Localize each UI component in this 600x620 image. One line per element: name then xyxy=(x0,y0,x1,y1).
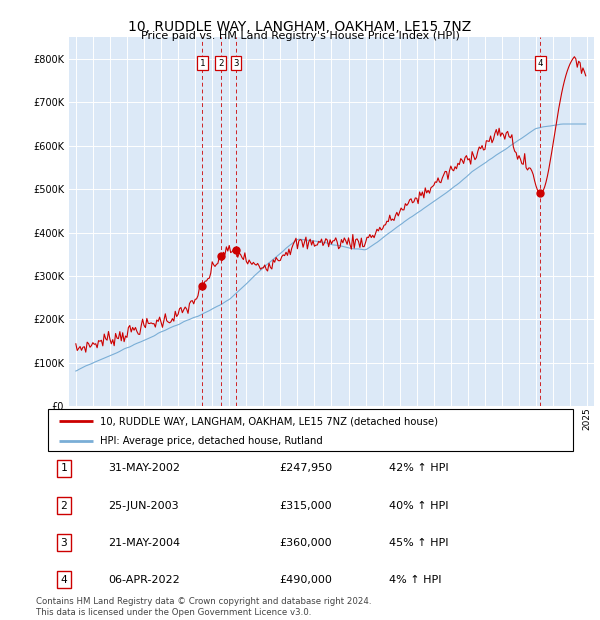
Text: 45% ↑ HPI: 45% ↑ HPI xyxy=(389,538,449,547)
Text: Contains HM Land Registry data © Crown copyright and database right 2024.
This d: Contains HM Land Registry data © Crown c… xyxy=(36,598,371,617)
Text: 3: 3 xyxy=(233,59,239,68)
Text: £490,000: £490,000 xyxy=(279,575,332,585)
Text: HPI: Average price, detached house, Rutland: HPI: Average price, detached house, Rutl… xyxy=(101,436,323,446)
Text: 2: 2 xyxy=(61,500,67,510)
Text: 21-MAY-2004: 21-MAY-2004 xyxy=(109,538,181,547)
FancyBboxPatch shape xyxy=(48,409,573,451)
Text: Price paid vs. HM Land Registry's House Price Index (HPI): Price paid vs. HM Land Registry's House … xyxy=(140,31,460,41)
Text: 31-MAY-2002: 31-MAY-2002 xyxy=(109,463,181,473)
Text: 3: 3 xyxy=(61,538,67,547)
Text: 10, RUDDLE WAY, LANGHAM, OAKHAM, LE15 7NZ (detached house): 10, RUDDLE WAY, LANGHAM, OAKHAM, LE15 7N… xyxy=(101,416,439,426)
Text: £360,000: £360,000 xyxy=(279,538,332,547)
Text: 06-APR-2022: 06-APR-2022 xyxy=(109,575,180,585)
Text: 4: 4 xyxy=(61,575,67,585)
Text: 4% ↑ HPI: 4% ↑ HPI xyxy=(389,575,442,585)
Text: 10, RUDDLE WAY, LANGHAM, OAKHAM, LE15 7NZ: 10, RUDDLE WAY, LANGHAM, OAKHAM, LE15 7N… xyxy=(128,20,472,34)
Text: 25-JUN-2003: 25-JUN-2003 xyxy=(109,500,179,510)
Text: 1: 1 xyxy=(61,463,67,473)
Text: 42% ↑ HPI: 42% ↑ HPI xyxy=(389,463,449,473)
Text: £315,000: £315,000 xyxy=(279,500,332,510)
Text: 2: 2 xyxy=(218,59,223,68)
Text: 1: 1 xyxy=(200,59,205,68)
Text: £247,950: £247,950 xyxy=(279,463,332,473)
Text: 40% ↑ HPI: 40% ↑ HPI xyxy=(389,500,449,510)
Text: 4: 4 xyxy=(538,59,543,68)
